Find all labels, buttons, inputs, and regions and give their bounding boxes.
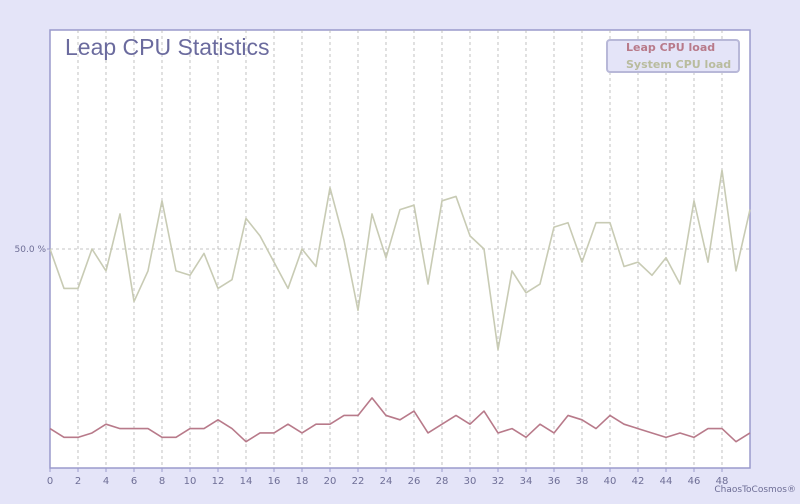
x-tick-label: 10 — [184, 476, 197, 487]
axes: 0 2 4 6 8 10 12 14 16 18 20 22 24 26 28 30 32 34 36 38 40 42 4… — [15, 245, 729, 487]
x-tick-label: 22 — [352, 476, 365, 487]
x-tick-label: 42 — [632, 476, 645, 487]
x-tick-label: 48 — [716, 476, 729, 487]
x-tick-label: 28 — [436, 476, 449, 487]
x-tick-label: 44 — [660, 476, 673, 487]
x-tick-label: 30 — [464, 476, 477, 487]
legend-box — [606, 39, 740, 73]
x-tick-label: 0 — [47, 476, 53, 487]
x-tick-label: 2 — [75, 476, 81, 487]
x-tick-label: 6 — [131, 476, 137, 487]
x-tick-label: 18 — [296, 476, 309, 487]
x-tick-label: 16 — [268, 476, 281, 487]
x-tick-label: 34 — [520, 476, 533, 487]
x-tick-label: 40 — [604, 476, 617, 487]
legend-entry-system-cpu: System CPU load — [626, 58, 731, 71]
x-tick-label: 20 — [324, 476, 337, 487]
x-tick-label: 32 — [492, 476, 505, 487]
chart-title: Leap CPU Statistics — [65, 34, 270, 60]
x-tick-label: 12 — [212, 476, 225, 487]
credit-label: ChaosToCosmos® — [714, 485, 796, 495]
x-tick-label: 14 — [240, 476, 253, 487]
legend-entry-leap-cpu: Leap CPU load — [626, 41, 715, 54]
series-lines — [49, 169, 751, 443]
series-line-leap-cpu — [49, 397, 751, 443]
x-tick-label: 8 — [159, 476, 165, 487]
series-line-system-cpu — [49, 169, 751, 351]
x-tick-label: 36 — [548, 476, 561, 487]
y-tick-label: 50.0 % — [15, 245, 47, 255]
x-tick-label: 46 — [688, 476, 701, 487]
x-tick-label: 24 — [380, 476, 393, 487]
x-tick-label: 26 — [408, 476, 421, 487]
x-tick-label: 4 — [103, 476, 109, 487]
grid-lines — [50, 30, 750, 468]
x-tick-label: 38 — [576, 476, 589, 487]
legend: Leap CPU load System CPU load — [606, 39, 740, 73]
